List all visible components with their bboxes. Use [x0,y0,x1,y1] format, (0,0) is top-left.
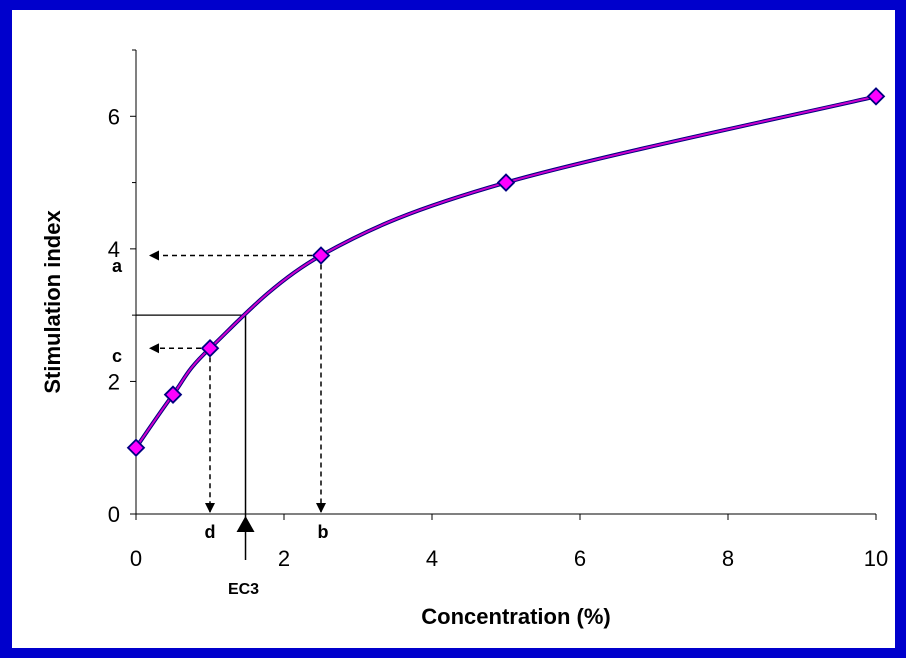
data-point-6 [866,87,886,106]
series-group [126,87,886,457]
y-tick-label: 6 [108,104,120,129]
data-point-2 [163,385,183,404]
annotation-b: b [318,522,329,542]
ec3-arrowhead [236,516,255,532]
x-tick-label: 2 [278,546,290,571]
chart-labels: Concentration (%) Stimulation index a b … [40,210,611,629]
annotation-d: d [205,522,216,542]
y-tick-label: 4 [108,237,120,262]
series-line [135,95,877,449]
line-chart: 0 2 4 6 0 2 4 6 8 10 Concentration (%) Stimulatio… [40,49,888,629]
data-point-3 [200,339,220,358]
x-axis-title: Concentration (%) [421,604,610,629]
data-point-4 [311,246,331,265]
series-line-outline [134,94,877,449]
y-tick-label: 0 [108,502,120,527]
chart-panel: 0 2 4 6 0 2 4 6 8 10 Concentration (%) Stimulatio… [12,10,895,648]
annotation-c: c [112,346,122,366]
x-tick-label: 4 [426,546,438,571]
x-tick-label: 6 [574,546,586,571]
y-tick-label: 2 [108,369,120,394]
axes: 0 2 4 6 0 2 4 6 8 10 [108,49,888,571]
data-point-1 [126,438,146,457]
y-axis-title: Stimulation index [40,210,65,394]
x-tick-label: 10 [864,546,888,571]
annotation-a: a [112,256,123,276]
annotation-ec3: EC3 [228,581,259,598]
guide-lines [136,250,326,560]
x-tick-label: 8 [722,546,734,571]
x-tick-label: 0 [130,546,142,571]
data-point-5 [496,173,516,192]
